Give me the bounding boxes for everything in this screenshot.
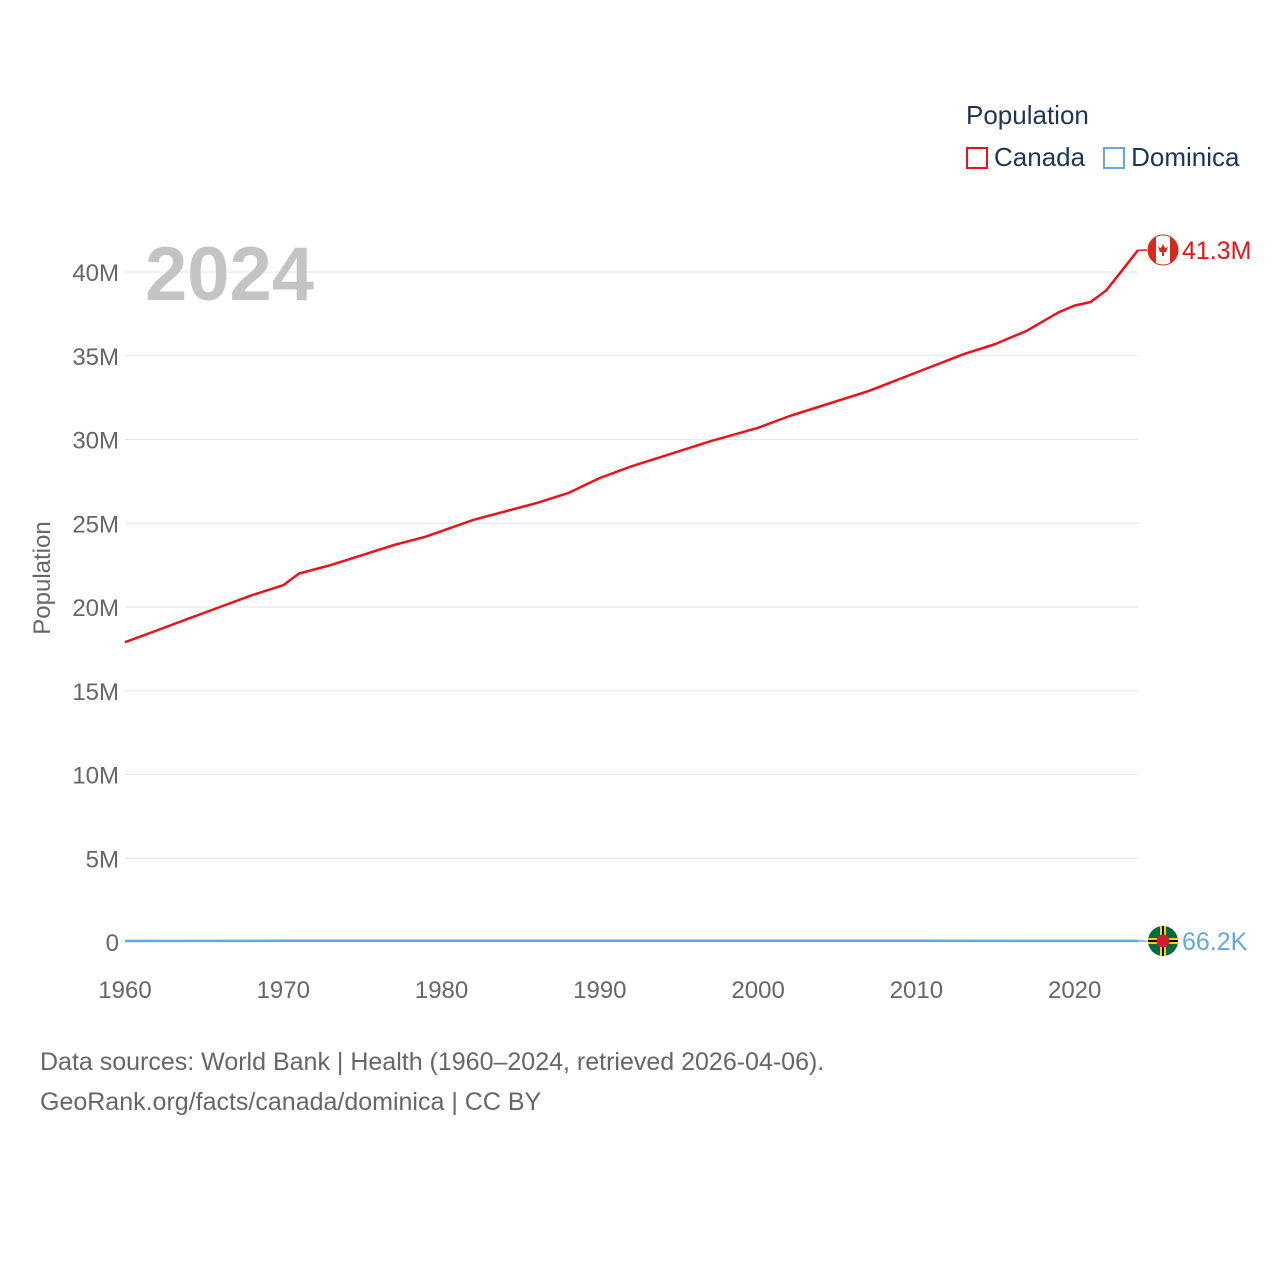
- y-tick-label: 15M: [72, 679, 119, 706]
- legend-title: Population: [966, 100, 1089, 130]
- y-tick-label: 0: [106, 930, 119, 957]
- x-tick-label: 1990: [573, 977, 626, 1004]
- y-tick-label: 25M: [72, 511, 119, 538]
- legend-label-canada: Canada: [994, 142, 1086, 172]
- y-tick-label: 5M: [86, 846, 119, 873]
- y-tick-label: 30M: [72, 428, 119, 455]
- grid-lines: [125, 271, 1138, 859]
- x-axis-tick-labels: 1960 1970 1980 1990 2000 2010 2020: [98, 977, 1101, 1004]
- series-lines: [124, 249, 1139, 943]
- y-tick-label: 10M: [72, 763, 119, 790]
- x-tick-label: 2000: [731, 977, 784, 1004]
- legend-swatch-canada: [966, 146, 988, 169]
- y-tick-label: 35M: [72, 344, 119, 371]
- x-tick-label: 2010: [890, 977, 943, 1004]
- x-tick-label: 1970: [257, 977, 310, 1004]
- y-tick-label: 20M: [72, 595, 119, 622]
- legend-swatch-dominica: [1103, 146, 1126, 169]
- legend: Canada Dominica: [966, 142, 1257, 173]
- end-label-dominica: 66.2K: [1182, 928, 1248, 956]
- y-axis-label: Population: [29, 521, 56, 634]
- legend-item-canada[interactable]: Canada: [966, 142, 1085, 173]
- legend-label-dominica: Dominica: [1131, 142, 1240, 172]
- dominica-flag-icon: [1148, 926, 1178, 956]
- y-axis-tick-labels: 0 5M 10M 15M 20M 25M 30M 35M 40M: [72, 260, 119, 957]
- end-label-canada: 41.3M: [1182, 237, 1251, 265]
- x-tick-label: 2020: [1048, 977, 1101, 1004]
- series-line-canada: [124, 249, 1139, 644]
- x-tick-label: 1960: [98, 977, 151, 1004]
- canada-flag-icon: [1147, 234, 1179, 266]
- data-sources-line: Data sources: World Bank | Health (1960–…: [40, 1048, 825, 1076]
- y-tick-label: 40M: [72, 260, 119, 287]
- data-sources-footer: Data sources: World Bank | Health (1960–…: [40, 1042, 824, 1122]
- x-tick-label: 1980: [415, 977, 468, 1004]
- legend-item-dominica[interactable]: Dominica: [1103, 142, 1239, 173]
- series-end-markers: 41.3M 66.2K: [1137, 234, 1251, 956]
- year-watermark: 2024: [145, 232, 314, 317]
- attribution-link[interactable]: GeoRank.org/facts/canada/dominica | CC B…: [40, 1088, 542, 1116]
